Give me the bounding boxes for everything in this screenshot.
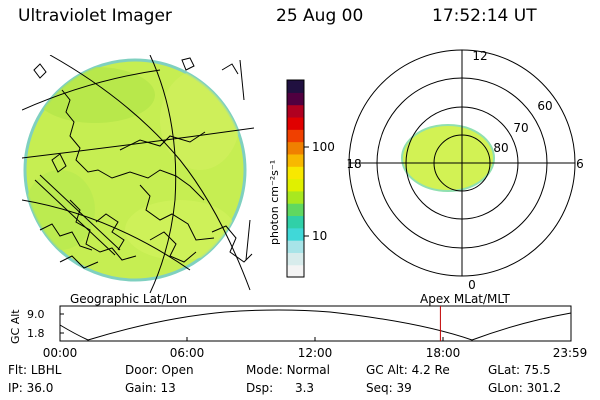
stat-key: Mode: xyxy=(246,363,283,377)
colorbar-step xyxy=(287,116,304,130)
mlt-label-18: 18 xyxy=(346,157,361,171)
stat-value: Open xyxy=(161,363,194,377)
gc-alt-curve xyxy=(59,309,572,341)
stat-gain: Gain: 13 xyxy=(125,381,176,395)
app-title: Ultraviolet Imager xyxy=(18,6,172,26)
stat-key: Door: xyxy=(125,363,158,377)
polar-mlat-mlt-panel[interactable]: 12 18 6 0 60 70 80 xyxy=(346,49,583,292)
mlt-label-0: 0 xyxy=(468,278,476,292)
stat-key: Dsp: xyxy=(246,381,274,395)
mlt-label-6: 6 xyxy=(576,157,584,171)
stat-door: Door: Open xyxy=(125,363,194,377)
lat-lon-grid xyxy=(22,55,254,293)
stat-key: IP: xyxy=(8,381,23,395)
gc-alt-axis-title: GC Alt xyxy=(9,309,22,344)
stat-glon: GLon: 301.2 xyxy=(488,381,561,395)
polar-panel-label: Apex MLat/MLT xyxy=(420,292,510,306)
x-tick-0600: 06:00 xyxy=(170,346,205,360)
colorbar-step xyxy=(287,203,304,217)
stat-seq: Seq: 39 xyxy=(366,381,412,395)
stat-value: LBHL xyxy=(30,363,62,377)
colorbar-step xyxy=(287,178,304,192)
mlt-label-12: 12 xyxy=(472,49,487,63)
lat-label-60: 60 xyxy=(537,99,552,113)
colorbar-step xyxy=(287,141,304,155)
colorbar-unit-label: photon cm⁻²s⁻¹ xyxy=(268,160,281,245)
colorbar-step xyxy=(287,215,304,229)
colorbar-tick-10: 10 xyxy=(312,229,327,243)
gc-alt-plot[interactable]: GC Alt 9.0 1.8 00:00 06:00 12:00 18:00 2… xyxy=(9,305,588,360)
colorbar-step xyxy=(287,252,304,266)
colorbar-step xyxy=(287,240,304,253)
x-tick-0000: 00:00 xyxy=(43,346,78,360)
stat-filter: Flt: LBHL xyxy=(8,363,61,377)
stat-value: 36.0 xyxy=(26,381,54,395)
image-date: 25 Aug 00 xyxy=(276,6,364,26)
colorbar-step xyxy=(287,104,304,118)
stat-value: 301.2 xyxy=(526,381,561,395)
x-tick-1800: 18:00 xyxy=(426,346,461,360)
auroral-oval xyxy=(401,124,495,192)
coastline-contours xyxy=(33,57,253,269)
stat-value: 3.3 xyxy=(294,381,315,395)
lat-label-70: 70 xyxy=(513,121,528,135)
stat-key: GC Alt: xyxy=(366,363,408,377)
geographic-image-panel[interactable] xyxy=(22,55,254,293)
colorbar-step xyxy=(287,129,304,143)
stat-gc-alt: GC Alt: 4.2 Re xyxy=(366,363,450,377)
colorbar-step xyxy=(287,166,304,180)
colorbar-step xyxy=(287,80,304,93)
gc-alt-tick-9: 9.0 xyxy=(27,308,45,321)
stat-key: GLat: xyxy=(488,363,521,377)
stat-key: Seq: xyxy=(366,381,393,395)
stat-ip: IP: 36.0 xyxy=(8,381,53,395)
colorbar-step xyxy=(287,264,304,278)
stat-dsp: Dsp: 3.3 xyxy=(246,381,314,395)
stat-value: 39 xyxy=(396,381,412,395)
stat-value: 4.2 Re xyxy=(411,363,450,377)
colorbar: 100 10 photon cm⁻²s⁻¹ xyxy=(268,79,335,278)
colorbar-step xyxy=(287,92,304,106)
stat-value: 75.5 xyxy=(523,363,551,377)
colorbar-step xyxy=(287,190,304,204)
colorbar-step xyxy=(287,153,304,167)
stat-value: Normal xyxy=(286,363,330,377)
stat-key: Gain: xyxy=(125,381,157,395)
colorbar-tick-100: 100 xyxy=(312,140,335,154)
stat-glat: GLat: 75.5 xyxy=(488,363,551,377)
stat-key: Flt: xyxy=(8,363,27,377)
stat-key: GLon: xyxy=(488,381,523,395)
stat-value: 13 xyxy=(160,381,176,395)
gc-alt-tick-1-8: 1.8 xyxy=(27,327,45,340)
lat-label-80: 80 xyxy=(493,141,508,155)
image-time: 17:52:14 UT xyxy=(432,6,537,26)
x-tick-1200: 12:00 xyxy=(298,346,333,360)
geo-panel-label: Geographic Lat/Lon xyxy=(70,292,187,306)
x-tick-2359: 23:59 xyxy=(553,346,588,360)
colorbar-step xyxy=(287,227,304,241)
stat-mode: Mode: Normal xyxy=(246,363,330,377)
